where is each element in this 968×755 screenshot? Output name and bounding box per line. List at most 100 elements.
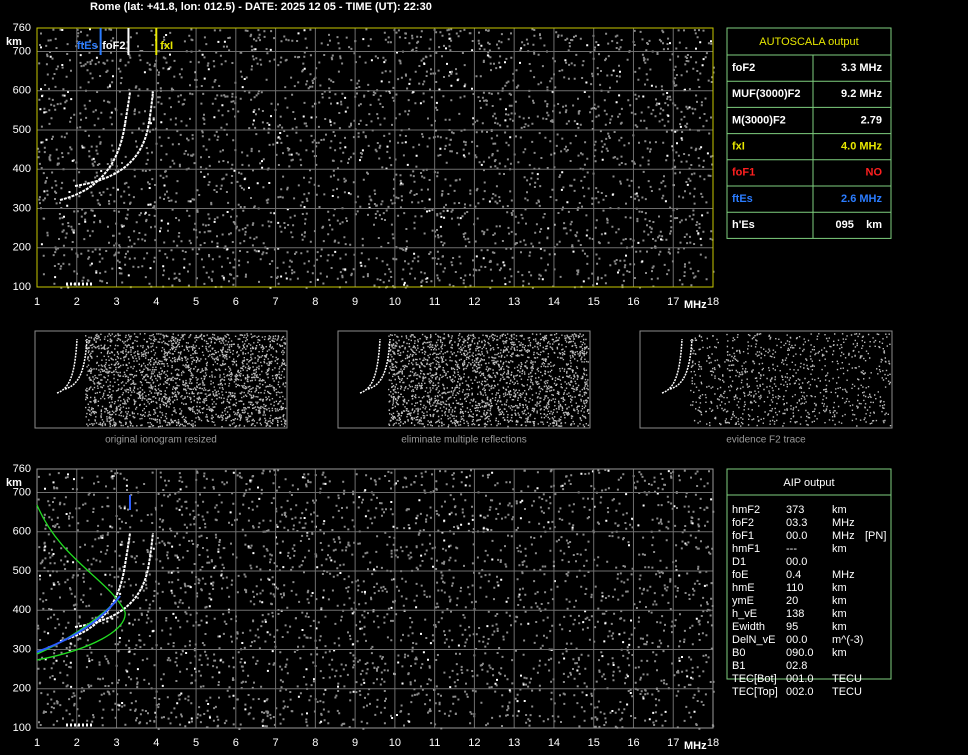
y-tick-label: 300 xyxy=(13,643,31,655)
y-unit: km xyxy=(6,36,22,48)
aip-cell: ymE xyxy=(732,595,754,607)
parameter-value: NO xyxy=(866,167,883,179)
parameter-name: h'Es xyxy=(732,219,755,231)
fitted-trace xyxy=(36,595,121,653)
x-tick-label: 16 xyxy=(627,296,639,308)
parameter-value: 2.6 MHz xyxy=(841,193,882,205)
x-tick-label: 10 xyxy=(389,296,401,308)
parameter-name: M(3000)F2 xyxy=(732,114,786,126)
aip-cell: --- xyxy=(786,543,797,555)
aip-cell: hmE xyxy=(732,582,755,594)
x-tick-label: 5 xyxy=(193,737,199,749)
aip-cell: 00.0 xyxy=(786,530,807,542)
y-tick-label: 500 xyxy=(13,565,31,577)
plot-frame xyxy=(36,27,714,288)
thumbnail-caption: evidence F2 trace xyxy=(726,435,806,446)
parameter-value: 2.79 xyxy=(861,114,882,126)
x-tick-label: 18 xyxy=(707,737,719,749)
aip-cell: hmF2 xyxy=(732,504,760,516)
trace xyxy=(74,532,154,628)
aip-cell: km xyxy=(832,504,847,516)
autoscala-title: AUTOSCALA output xyxy=(759,36,858,48)
marker-label: foF2 xyxy=(102,40,125,52)
plot-frame xyxy=(36,468,714,729)
x-tick-label: 1 xyxy=(34,737,40,749)
aip-cell: B1 xyxy=(732,660,745,672)
x-tick-label: 17 xyxy=(667,737,679,749)
marker-label: ftEs xyxy=(77,40,98,52)
aip-cell: 001.0 xyxy=(786,673,814,685)
x-tick-label: 11 xyxy=(429,737,440,749)
y-tick-label: 100 xyxy=(13,281,31,293)
parameter-value: 4.0 MHz xyxy=(841,141,882,153)
y-tick-label: 200 xyxy=(13,683,31,695)
y-tick-label: 400 xyxy=(13,163,31,175)
aip-cell: TEC[Top] xyxy=(732,686,778,698)
aip-cell: 110 xyxy=(786,582,804,594)
x-tick-label: 4 xyxy=(153,737,159,749)
x-tick-label: 6 xyxy=(233,737,239,749)
x-tick-label: 12 xyxy=(468,737,480,749)
aip-cell: 373 xyxy=(786,504,804,516)
aip-cell: 00.0 xyxy=(786,634,807,646)
x-tick-label: 15 xyxy=(588,296,600,308)
aip-cell: 03.3 xyxy=(786,517,807,529)
x-tick-label: 12 xyxy=(468,296,480,308)
x-tick-label: 2 xyxy=(74,737,80,749)
aip-cell: TECU xyxy=(832,686,862,698)
aip-cell: km xyxy=(832,543,847,555)
y-tick-label: 700 xyxy=(13,45,31,57)
thumbnail-trace xyxy=(359,338,391,394)
y-tick-label: 400 xyxy=(13,604,31,616)
thumbnail-frame xyxy=(639,330,893,429)
parameter-name: foF2 xyxy=(732,62,755,74)
trace xyxy=(74,91,154,187)
aip-cell: B0 xyxy=(732,647,745,659)
x-tick-label: 9 xyxy=(352,296,358,308)
y-tick-label: 760 xyxy=(13,463,31,475)
aip-cell: hmF1 xyxy=(732,543,760,555)
x-tick-label: 11 xyxy=(429,296,440,308)
trace xyxy=(59,532,131,642)
aip-cell: MHz xyxy=(832,530,855,542)
x-tick-label: 4 xyxy=(153,296,159,308)
x-tick-label: 1 xyxy=(34,296,40,308)
x-tick-label: 9 xyxy=(352,737,358,749)
x-tick-label: 17 xyxy=(667,296,679,308)
parameter-name: foF1 xyxy=(732,167,755,179)
aip-cell: TECU xyxy=(832,673,862,685)
x-tick-label: 14 xyxy=(548,737,560,749)
aip-cell: km xyxy=(832,608,847,620)
aip-cell: MHz xyxy=(832,569,855,581)
aip-cell: 20 xyxy=(786,595,798,607)
thumbnail-caption: eliminate multiple reflections xyxy=(401,435,527,446)
parameter-value: 9.2 MHz xyxy=(841,88,882,100)
y-tick-label: 200 xyxy=(13,242,31,254)
aip-cell: D1 xyxy=(732,556,746,568)
marker-label: fxI xyxy=(160,40,173,52)
x-unit: MHz xyxy=(684,299,707,311)
aip-cell: m^(-3) xyxy=(832,634,863,646)
y-tick-label: 760 xyxy=(13,22,31,34)
model-profile xyxy=(36,504,126,661)
aip-cell: 002.0 xyxy=(786,686,814,698)
aip-cell: 00.0 xyxy=(786,556,807,568)
aip-cell: foF2 xyxy=(732,517,754,529)
y-tick-label: 300 xyxy=(13,202,31,214)
x-tick-label: 2 xyxy=(74,296,80,308)
aip-cell: 02.8 xyxy=(786,660,807,672)
aip-cell: 138 xyxy=(786,608,804,620)
thumbnail-trace xyxy=(661,338,693,394)
parameter-name: MUF(3000)F2 xyxy=(732,88,800,100)
thumbnail-caption: original ionogram resized xyxy=(105,435,217,446)
x-tick-label: 8 xyxy=(312,737,318,749)
aip-cell: km xyxy=(832,621,847,633)
trace xyxy=(59,91,131,201)
x-tick-label: 6 xyxy=(233,296,239,308)
aip-title: AIP output xyxy=(783,477,834,489)
y-unit: km xyxy=(6,477,22,489)
y-tick-label: 600 xyxy=(13,85,31,97)
parameter-name: ftEs xyxy=(732,193,753,205)
aip-cell: h_vE xyxy=(732,608,757,620)
